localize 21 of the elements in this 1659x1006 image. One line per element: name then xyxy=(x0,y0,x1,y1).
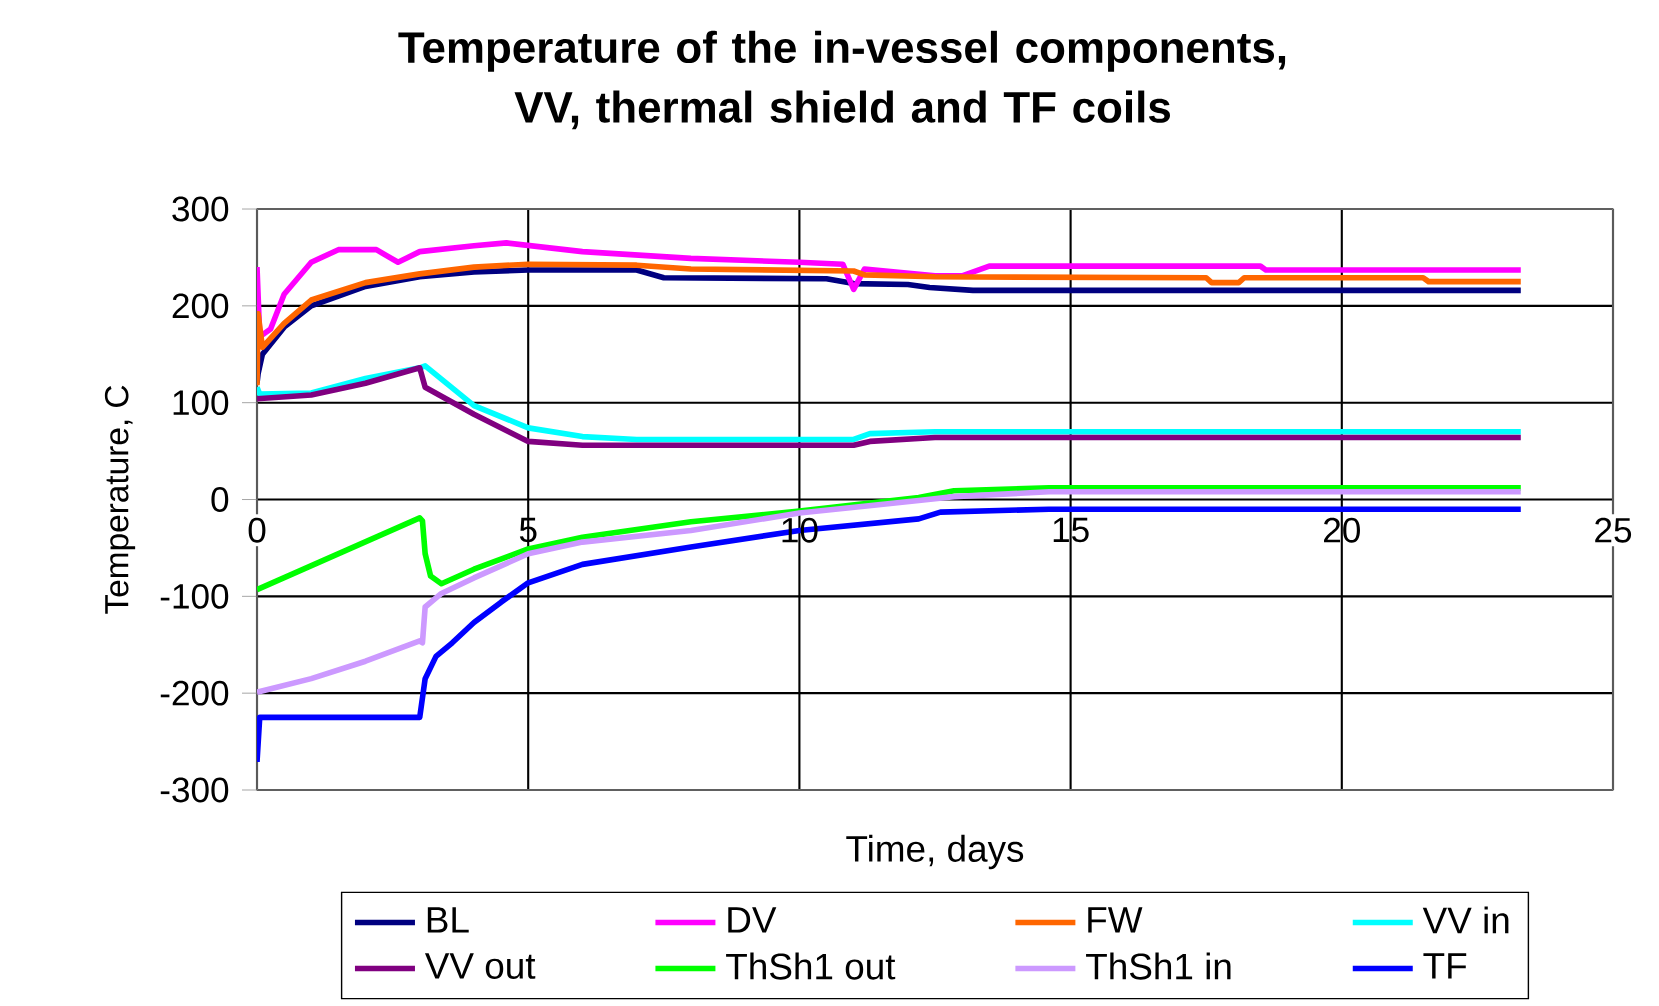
y-tick-label: -300 xyxy=(160,777,229,803)
y-tick-label: 100 xyxy=(173,390,229,416)
legend-label: ThSh1 out xyxy=(726,952,896,980)
x-tick-label: 10 xyxy=(782,517,818,543)
x-tick-label: 25 xyxy=(1595,517,1632,543)
y-tick-label: -100 xyxy=(160,583,229,609)
legend-label: FW xyxy=(1088,907,1143,933)
y-tick-label: 300 xyxy=(172,196,229,222)
legend-label: BL xyxy=(427,907,469,933)
x-axis-title: Time, days xyxy=(846,834,1024,870)
y-tick-label: 0 xyxy=(211,487,229,512)
y-tick-label: -200 xyxy=(160,680,229,706)
x-tick-label: 0 xyxy=(248,517,266,543)
chart-title: Temperature of the in-vessel components, VV, thermal shield and TF coils xyxy=(398,30,1286,130)
legend-label: VV in xyxy=(1422,906,1509,934)
legend-label: VV out xyxy=(424,953,536,979)
legend-label: ThSh1 in xyxy=(1086,952,1231,980)
legend-label: DV xyxy=(728,907,777,933)
y-tick-label: 200 xyxy=(172,293,229,319)
legend-label: TF xyxy=(1423,953,1467,979)
y-axis-title: Temperature, C xyxy=(104,385,136,614)
